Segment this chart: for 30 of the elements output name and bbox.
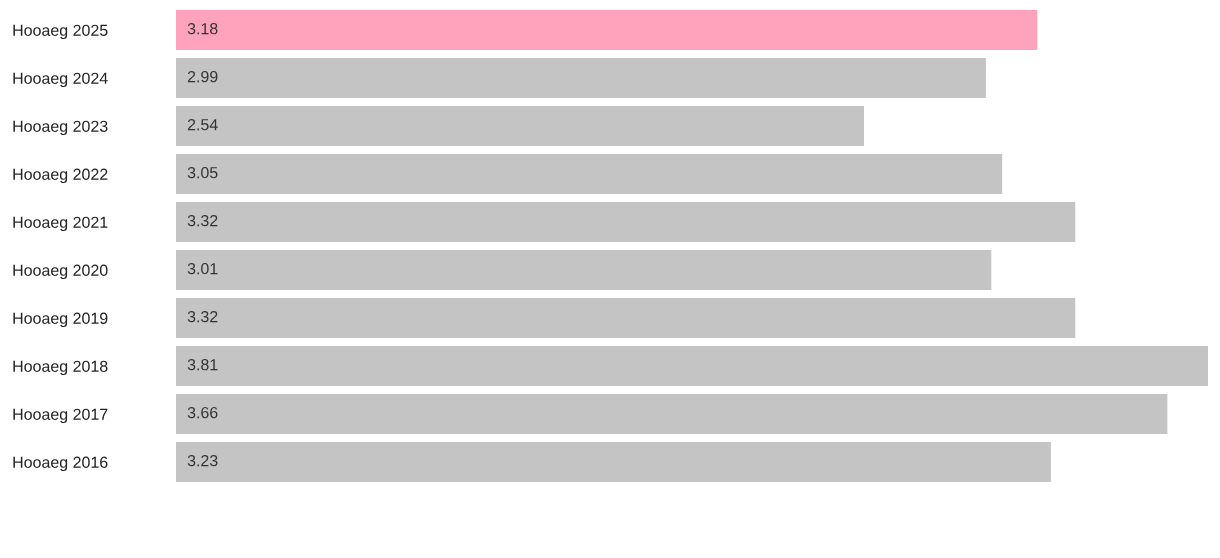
data-label: 3.32 — [187, 310, 218, 323]
bar — [176, 346, 1208, 386]
bar — [176, 154, 1003, 194]
bar — [176, 106, 864, 146]
bar — [176, 250, 992, 290]
y-tick-label: Hooaeg 2024 — [13, 72, 108, 88]
bar — [176, 58, 986, 98]
y-tick-label: Hooaeg 2023 — [13, 120, 108, 136]
bar — [176, 442, 1051, 482]
data-label: 3.32 — [187, 214, 218, 227]
y-tick-label: Hooaeg 2019 — [13, 312, 108, 328]
y-tick-label: Hooaeg 2021 — [13, 216, 108, 232]
data-label: 3.23 — [187, 454, 218, 467]
bar — [176, 10, 1038, 50]
data-label: 3.05 — [187, 166, 218, 179]
bar — [176, 202, 1076, 242]
bar — [176, 298, 1076, 338]
y-tick-label: Hooaeg 2022 — [13, 168, 108, 184]
y-tick-label: Hooaeg 2017 — [13, 408, 108, 424]
data-label: 2.54 — [187, 118, 218, 131]
data-label: 3.66 — [187, 406, 218, 419]
y-tick-label: Hooaeg 2018 — [13, 360, 108, 376]
y-tick-label: Hooaeg 2025 — [13, 24, 108, 40]
data-label: 2.99 — [187, 70, 218, 83]
data-label: 3.01 — [187, 262, 218, 275]
data-label: 3.81 — [187, 358, 218, 371]
y-tick-label: Hooaeg 2016 — [13, 456, 108, 472]
data-label: 3.18 — [187, 22, 218, 35]
y-tick-label: Hooaeg 2020 — [13, 264, 108, 280]
bar — [176, 394, 1168, 434]
